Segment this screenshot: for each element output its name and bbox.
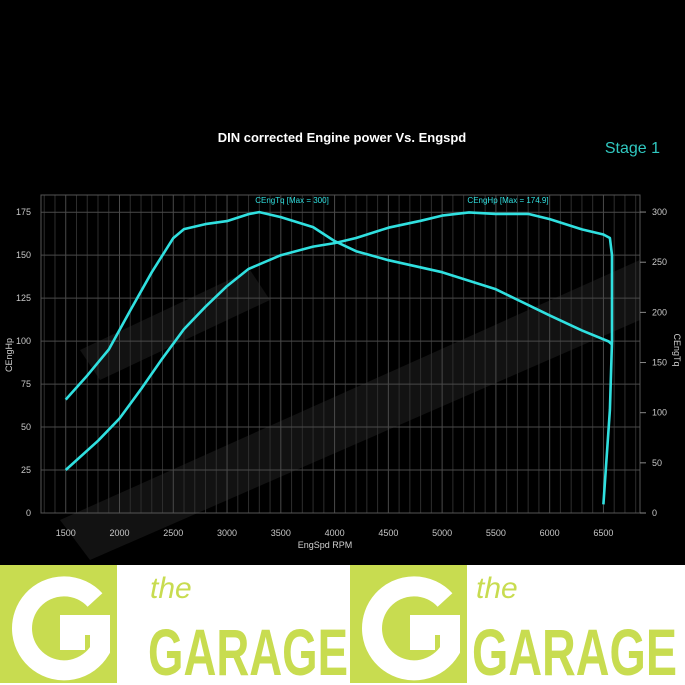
series-line-cengtq bbox=[64, 210, 613, 401]
x-tick-label: 2500 bbox=[163, 528, 183, 538]
garage-logo-2: the GARAGE bbox=[350, 565, 677, 685]
y-left-tick-label: 0 bbox=[26, 508, 31, 518]
x-tick-label: 4500 bbox=[378, 528, 398, 538]
y-left-tick-label: 75 bbox=[21, 379, 31, 389]
y-right-axis-label: CEngTq bbox=[672, 333, 682, 366]
y-left-tick-label: 25 bbox=[21, 465, 31, 475]
y-left-tick-label: 150 bbox=[16, 250, 31, 260]
grid bbox=[41, 195, 640, 514]
y-left-tick-label: 125 bbox=[16, 293, 31, 303]
x-tick-label: 4000 bbox=[325, 528, 345, 538]
watermark-logo bbox=[60, 260, 640, 560]
plot-frame bbox=[40, 194, 641, 514]
y-right-tick-label: 150 bbox=[652, 358, 667, 368]
y-right-tick-label: 300 bbox=[652, 207, 667, 217]
x-tick-label: 3000 bbox=[217, 528, 237, 538]
x-tick-label: 6000 bbox=[540, 528, 560, 538]
logo-garage-text: GARAGE bbox=[148, 615, 348, 685]
x-tick-label: 3500 bbox=[271, 528, 291, 538]
y-left-tick-label: 50 bbox=[21, 422, 31, 432]
y-left-tick-label: 175 bbox=[16, 207, 31, 217]
logo-the-text: the bbox=[150, 572, 192, 605]
x-tick-label: 6500 bbox=[593, 528, 613, 538]
y-left-axis-label: CEngHp bbox=[4, 338, 14, 372]
y-left-tick-label: 100 bbox=[16, 336, 31, 346]
logo-garage-text: GARAGE bbox=[472, 615, 677, 685]
x-tick-label: 2000 bbox=[109, 528, 129, 538]
power-max-annotation: CEngHp [Max = 174.9] bbox=[467, 196, 548, 205]
x-tick-label: 1500 bbox=[56, 528, 76, 538]
garage-logo-1: the GARAGE bbox=[0, 565, 348, 685]
series-line-cenghp bbox=[64, 211, 614, 505]
y-right-tick-label: 50 bbox=[652, 458, 662, 468]
logo-the-text: the bbox=[476, 572, 518, 605]
y-right-tick-label: 100 bbox=[652, 408, 667, 418]
x-tick-label: 5500 bbox=[486, 528, 506, 538]
y-right-tick-label: 200 bbox=[652, 307, 667, 317]
torque-max-annotation: CEngTq [Max = 300] bbox=[255, 196, 329, 205]
y-right-tick-label: 250 bbox=[652, 257, 667, 267]
x-axis-label: EngSpd RPM bbox=[298, 540, 353, 550]
y-right-tick-label: 0 bbox=[652, 508, 657, 518]
stage-badge: Stage 1 bbox=[605, 140, 660, 157]
x-tick-label: 5000 bbox=[432, 528, 452, 538]
chart-title: DIN corrected Engine power Vs. Engspd bbox=[218, 130, 467, 145]
